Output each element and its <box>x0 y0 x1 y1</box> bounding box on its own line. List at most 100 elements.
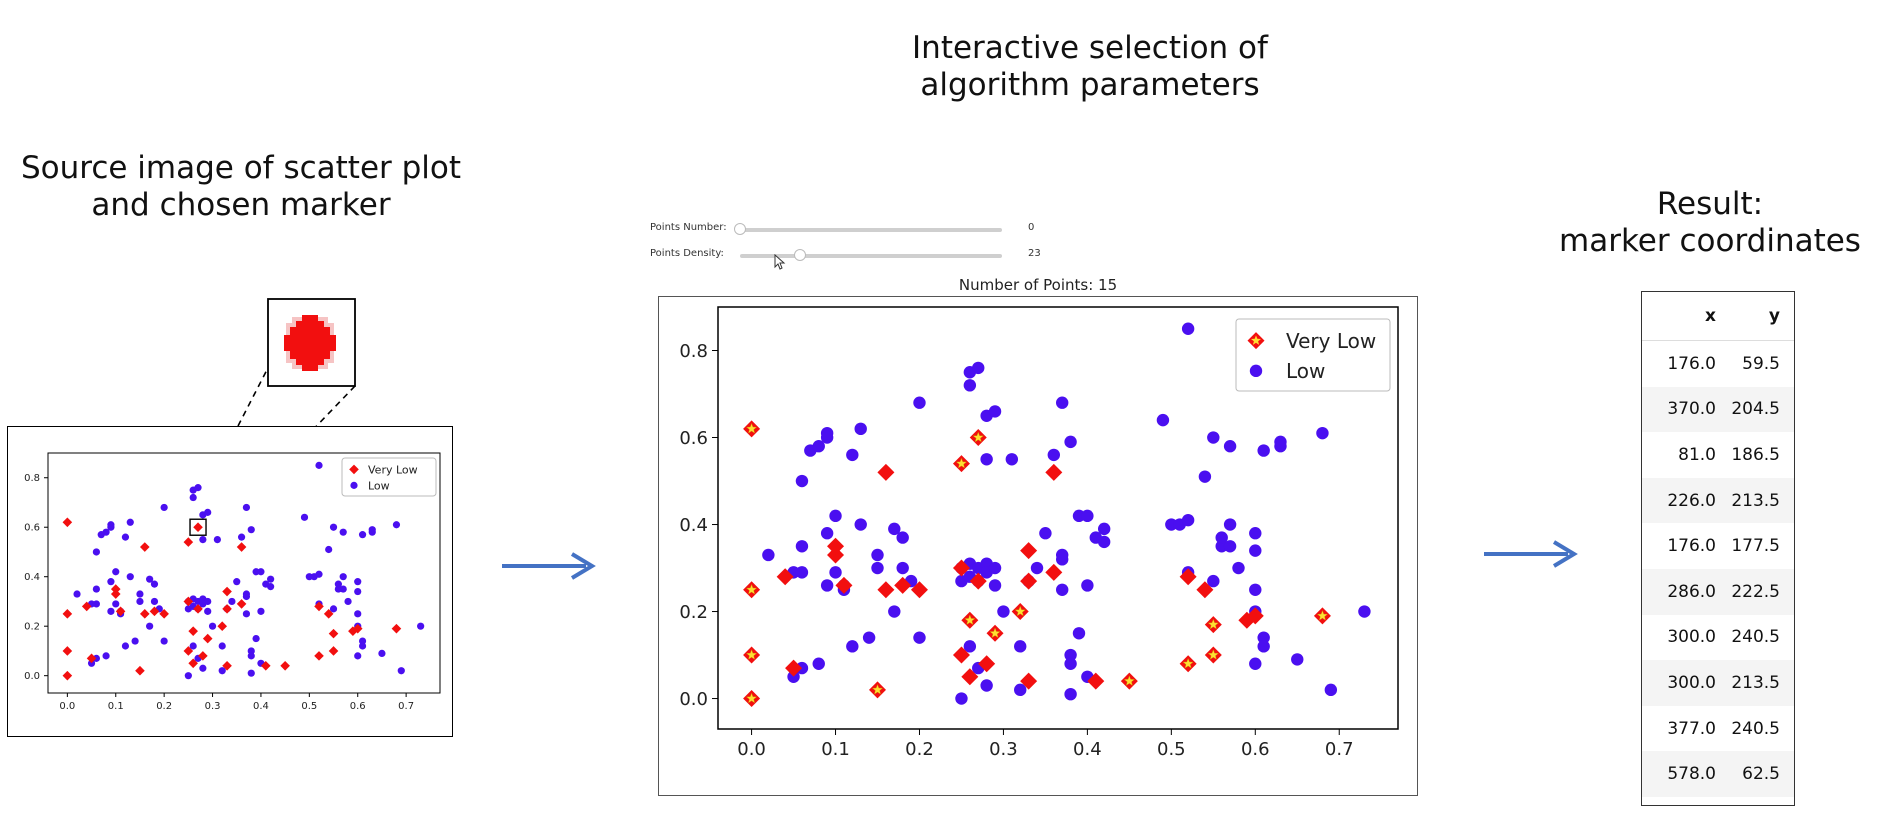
low-point <box>988 579 1002 592</box>
x-tick-label: 0.0 <box>737 739 766 760</box>
very-low-point <box>188 626 198 636</box>
cell-x: 300.0 <box>1667 627 1716 648</box>
very-low-point <box>62 609 73 619</box>
interactive-scatter-panel: 0.0 0.1 0.2 0.3 0.4 0.5 0.6 0.7 0.0 0.2 0.4 0.6 0.8 V… <box>658 296 1418 796</box>
low-point <box>1064 648 1077 662</box>
low-point <box>150 597 159 606</box>
low-point <box>204 508 212 516</box>
zoom-inset-marker <box>284 315 336 371</box>
low-point <box>972 361 985 375</box>
cell-y: 240.5 <box>1731 627 1780 648</box>
table-header: x y <box>1642 292 1794 341</box>
low-point <box>896 561 909 575</box>
table-row: 286.0 222.5 <box>1642 568 1794 615</box>
low-point <box>888 605 901 618</box>
very-low-point <box>62 646 73 656</box>
legend-very-low-marker <box>349 464 359 475</box>
low-point <box>1207 574 1220 588</box>
points-number-slider[interactable] <box>734 223 1002 235</box>
selected-marker-star <box>964 614 976 625</box>
table-row: 176.0 59.5 <box>1642 341 1794 387</box>
legend-low-label: Low <box>1286 359 1325 383</box>
low-point <box>107 578 115 586</box>
low-point <box>1055 583 1069 596</box>
low-point <box>325 545 333 554</box>
legend-very-low-label: Very Low <box>1286 329 1376 353</box>
low-point <box>1014 683 1027 697</box>
low-point <box>1249 544 1262 557</box>
low-point <box>315 461 323 469</box>
low-point <box>1097 535 1111 549</box>
very-low-point <box>1179 568 1197 586</box>
points-number-label: Points Number: <box>650 222 727 233</box>
selected-marker-star <box>746 583 758 595</box>
points-number-slider-handle[interactable] <box>734 223 746 235</box>
legend-star-marker <box>1250 335 1262 345</box>
low-point <box>334 580 342 588</box>
heading-result-line-1: Result: <box>1656 186 1764 222</box>
cell-x: 370.0 <box>1667 399 1716 420</box>
low-point <box>1181 322 1195 335</box>
low-point <box>1014 640 1027 653</box>
table-row: 300.0 240.5 <box>1642 615 1794 661</box>
very-low-point <box>1020 572 1038 590</box>
low-point <box>218 642 226 650</box>
low-point <box>242 503 251 512</box>
low-point <box>160 637 168 645</box>
low-point <box>997 605 1010 618</box>
very-low-point <box>328 628 339 639</box>
low-point <box>131 637 139 645</box>
selected-marker-star <box>871 684 884 695</box>
low-point <box>92 548 100 556</box>
low-point <box>344 597 352 606</box>
low-point <box>242 610 251 618</box>
cell-y: 213.5 <box>1731 490 1780 511</box>
very-low-point <box>1045 563 1063 581</box>
very-low-point <box>978 655 996 673</box>
low-point <box>300 513 309 521</box>
very-low-point <box>785 659 803 677</box>
low-point <box>267 575 275 583</box>
very-low-point <box>827 546 845 564</box>
selected-marker-star <box>989 627 1001 639</box>
points-number-control: Points Number: 0 <box>650 220 1060 240</box>
low-point <box>184 672 192 680</box>
arrow-to-interactive <box>502 552 596 580</box>
very-low-point <box>1196 581 1214 599</box>
low-point <box>846 640 859 653</box>
heading-result: Result: marker coordinates <box>1545 186 1875 260</box>
low-point <box>980 453 993 466</box>
low-point <box>988 561 1002 575</box>
low-point <box>888 522 901 536</box>
low-point <box>102 528 110 536</box>
heading-interactive: Interactive selection of algorithm param… <box>860 30 1320 104</box>
low-point <box>1358 605 1371 618</box>
points-density-slider[interactable] <box>740 249 1002 261</box>
low-point <box>1223 440 1237 453</box>
heading-source: Source image of scatter plot and chosen … <box>0 150 482 224</box>
cell-y: 240.5 <box>1731 718 1780 739</box>
very-low-point <box>222 660 232 671</box>
cell-x: 377.0 <box>1667 718 1716 739</box>
y-tick-label: 0.4 <box>24 572 40 583</box>
low-point <box>87 659 96 667</box>
low-point <box>397 667 405 675</box>
source-scatter-plot: 0.0 0.1 0.2 0.3 0.4 0.5 0.6 0.7 0.0 0.2 0.4 0.6 0.8 V… <box>24 452 441 712</box>
y-tick-label: 0.8 <box>679 341 708 362</box>
table-row: 176.0 177.5 <box>1642 523 1794 569</box>
very-low-point <box>183 646 194 656</box>
points-density-slider-handle[interactable] <box>794 249 807 261</box>
low-point <box>329 523 338 531</box>
low-point <box>1257 640 1270 653</box>
cell-y: 213.5 <box>1731 672 1780 693</box>
x-tick-label: 0.2 <box>156 701 172 712</box>
low-point <box>1047 448 1061 462</box>
low-point <box>762 548 775 562</box>
table-row: 226.0 213.5 <box>1642 477 1794 524</box>
column-header-x: x <box>1705 306 1716 326</box>
very-low-point <box>827 537 845 555</box>
very-low-point <box>217 621 228 631</box>
very-low-point <box>1087 672 1105 690</box>
very-low-point <box>352 623 363 634</box>
low-point <box>1249 527 1262 540</box>
